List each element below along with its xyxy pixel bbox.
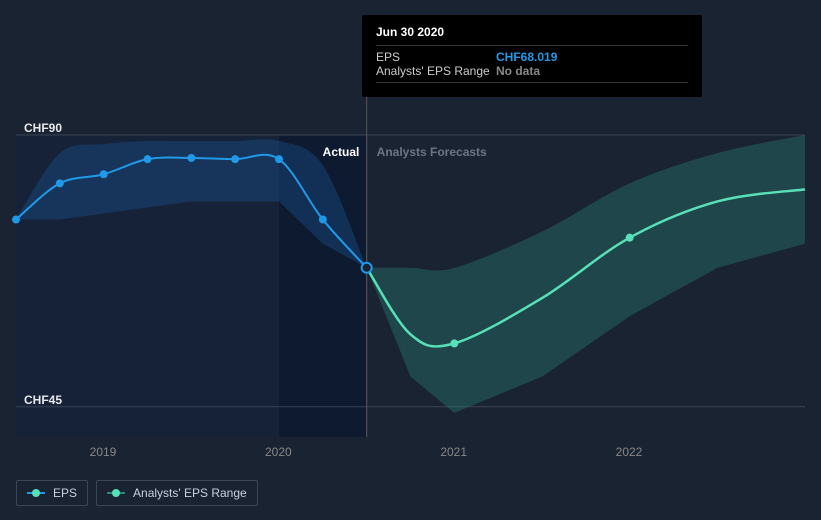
tooltip-row-label: EPS: [376, 50, 496, 64]
actual-region-label: Actual: [323, 145, 360, 159]
x-axis-label: 2022: [616, 445, 643, 459]
y-axis-label: CHF90: [24, 121, 62, 135]
legend-item[interactable]: Analysts' EPS Range: [96, 480, 258, 506]
x-axis-label: 2021: [440, 445, 467, 459]
tooltip-row: EPSCHF68.019: [376, 50, 688, 64]
x-axis-label: 2020: [265, 445, 292, 459]
x-axis-label: 2019: [90, 445, 117, 459]
legend: EPS Analysts' EPS Range: [16, 480, 258, 506]
legend-label: EPS: [53, 486, 77, 500]
legend-swatch-icon: [107, 488, 125, 498]
tooltip-row: Analysts' EPS RangeNo data: [376, 64, 688, 78]
tooltip-row-value: No data: [496, 64, 540, 78]
tooltip-row-label: Analysts' EPS Range: [376, 64, 496, 78]
tooltip-row-value: CHF68.019: [496, 50, 557, 64]
tooltip: Jun 30 2020 EPSCHF68.019Analysts' EPS Ra…: [362, 15, 702, 97]
y-axis-label: CHF45: [24, 393, 62, 407]
forecast-region-label: Analysts Forecasts: [377, 145, 487, 159]
tooltip-date: Jun 30 2020: [376, 25, 688, 39]
legend-swatch-icon: [27, 488, 45, 498]
eps-chart: CHF90 CHF45 2019 2020 2021 2022 Actual Analy…: [0, 0, 821, 520]
legend-item[interactable]: EPS: [16, 480, 88, 506]
legend-label: Analysts' EPS Range: [133, 486, 247, 500]
